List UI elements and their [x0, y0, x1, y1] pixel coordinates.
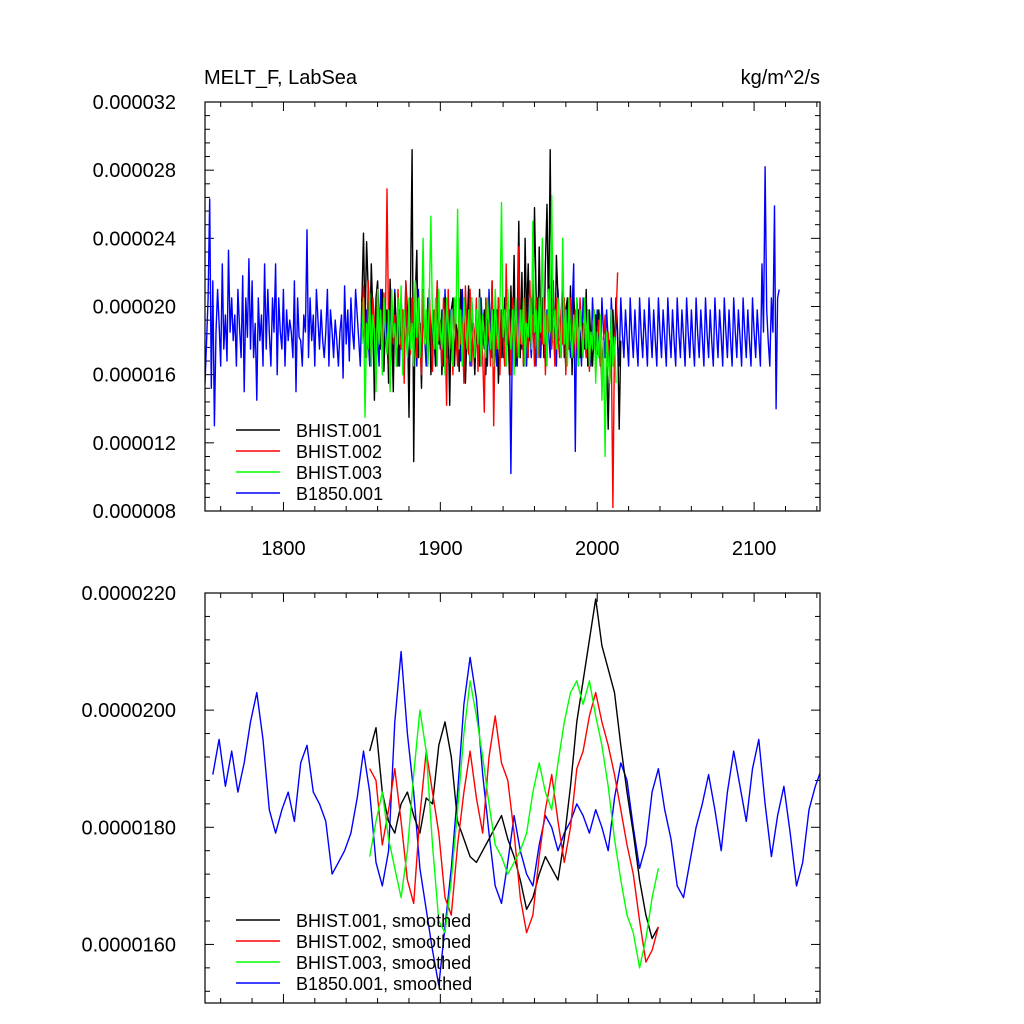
series-line-bhist-003-smoothed — [369, 680, 660, 969]
series-line-b1850-001-smoothed — [212, 650, 820, 987]
legend-label: BHIST.002 — [296, 442, 382, 462]
legend-label: B1850.001, smoothed — [296, 974, 472, 994]
top-panel: MELT_F, LabSea kg/m^2/s 1800 1900 2000 2100… — [93, 67, 821, 560]
chart-title: MELT_F, LabSea — [204, 67, 358, 89]
y-tick-label: 0.000008 — [93, 501, 176, 523]
bottom-series-group — [212, 598, 820, 987]
series-line-bhist-002-smoothed — [369, 691, 660, 963]
bottom-axis-ticks: 0.0000160 0.0000180 0.0000200 0.0000220 — [81, 583, 820, 1003]
y-tick-label: 0.000028 — [93, 160, 176, 182]
x-tick-label: 1800 — [261, 538, 306, 560]
legend-label: BHIST.002, smoothed — [296, 932, 471, 952]
legend-label: BHIST.001 — [296, 421, 382, 441]
y-tick-label: 0.0000180 — [81, 817, 176, 839]
legend-label: BHIST.001, smoothed — [296, 911, 471, 931]
x-tick-label: 1900 — [418, 538, 463, 560]
y-tick-label: 0.000012 — [93, 433, 176, 455]
units-label: kg/m^2/s — [741, 67, 820, 89]
y-tick-label: 0.0000200 — [81, 700, 176, 722]
series-line-bhist-003 — [361, 194, 617, 458]
x-tick-label: 2000 — [575, 538, 620, 560]
y-tick-label: 0.0000220 — [81, 583, 176, 605]
y-tick-label: 0.0000160 — [81, 934, 176, 956]
legend-label: BHIST.003, smoothed — [296, 953, 471, 973]
bottom-plot-frame — [204, 592, 821, 1004]
top-axis-ticks: 1800 1900 2000 2100 0.000008 0.000012 0.000016… — [93, 92, 820, 560]
series-line-b1850-001 — [205, 166, 780, 475]
y-tick-label: 0.000020 — [93, 297, 176, 319]
top-series-group — [205, 148, 780, 509]
y-tick-label: 0.000016 — [93, 365, 176, 387]
y-tick-label: 0.000024 — [93, 228, 176, 250]
top-plot-frame — [204, 101, 821, 512]
x-tick-label: 2100 — [732, 538, 777, 560]
bottom-panel: 0.0000160 0.0000180 0.0000200 0.0000220 BHI… — [81, 583, 821, 1004]
series-line-bhist-001-smoothed — [369, 598, 660, 940]
y-tick-label: 0.000032 — [93, 92, 176, 114]
legend-label: BHIST.003 — [296, 463, 382, 483]
legend-label: B1850.001 — [296, 484, 383, 504]
